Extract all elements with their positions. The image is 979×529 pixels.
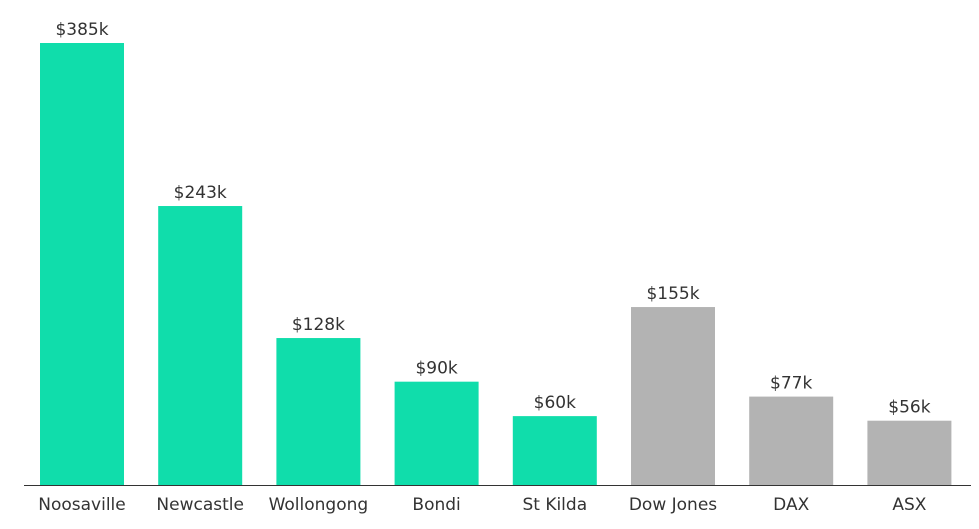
category-label-st-kilda: St Kilda xyxy=(522,495,587,515)
bar-asx xyxy=(867,420,952,485)
category-label-wollongong: Wollongong xyxy=(269,495,369,515)
value-label-asx: $56k xyxy=(888,398,930,418)
category-label-bondi: Bondi xyxy=(412,495,460,515)
bars-layer xyxy=(40,43,952,485)
value-label-dow-jones: $155k xyxy=(646,284,699,304)
bar-bondi xyxy=(394,381,479,485)
category-label-dax: DAX xyxy=(773,495,809,515)
value-label-dax: $77k xyxy=(770,374,812,394)
category-labels-layer: Noosaville Newcastle Wollongong Bondi St Kil… xyxy=(38,495,927,515)
value-label-wollongong: $128k xyxy=(292,315,345,335)
bar-dow-jones xyxy=(631,307,715,485)
category-label-noosaville: Noosaville xyxy=(38,495,125,515)
category-label-dow-jones: Dow Jones xyxy=(629,495,717,515)
bar-newcastle xyxy=(158,206,243,485)
bar-noosaville xyxy=(40,43,124,485)
category-label-newcastle: Newcastle xyxy=(156,495,244,515)
bar-wollongong xyxy=(276,338,361,485)
value-label-noosaville: $385k xyxy=(55,20,108,40)
category-label-asx: ASX xyxy=(892,495,926,515)
value-label-newcastle: $243k xyxy=(174,183,227,203)
value-labels-layer: $385k $243k $128k $90k $60k $155k $77k $56k xyxy=(55,20,930,418)
bar-st-kilda xyxy=(512,416,597,485)
bar-dax xyxy=(749,396,834,485)
value-label-bondi: $90k xyxy=(415,359,457,379)
value-label-st-kilda: $60k xyxy=(534,393,576,413)
